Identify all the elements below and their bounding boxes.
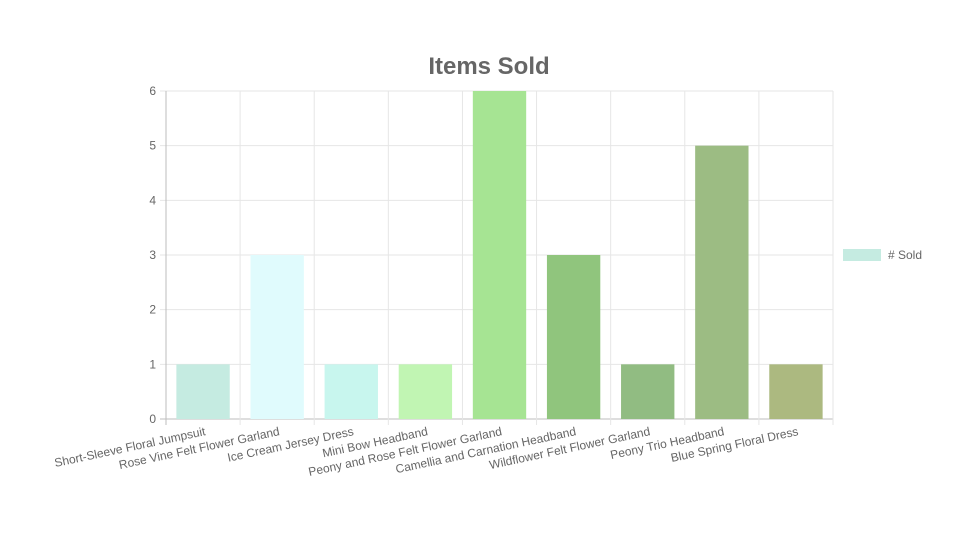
y-tick-label: 6 bbox=[149, 84, 156, 98]
bar-5[interactable] bbox=[472, 91, 527, 419]
legend[interactable]: # Sold bbox=[843, 248, 922, 262]
bars-layer bbox=[176, 91, 823, 419]
bar-3[interactable] bbox=[324, 364, 378, 419]
bar-2[interactable] bbox=[250, 255, 304, 419]
y-tick-label: 4 bbox=[149, 193, 156, 207]
chart-title: Items Sold bbox=[428, 53, 549, 80]
y-tick-label: 0 bbox=[149, 412, 156, 426]
bar-7[interactable] bbox=[621, 364, 675, 419]
legend-swatch[interactable] bbox=[843, 249, 881, 261]
bar-4[interactable] bbox=[398, 364, 453, 419]
y-tick-label: 2 bbox=[149, 303, 156, 317]
bar-6[interactable] bbox=[546, 255, 601, 419]
legend-label[interactable]: # Sold bbox=[888, 248, 922, 262]
bar-9[interactable] bbox=[769, 364, 823, 419]
bar-1[interactable] bbox=[176, 364, 230, 419]
y-tick-label: 3 bbox=[149, 248, 156, 262]
y-tick-label: 1 bbox=[149, 357, 156, 371]
bar-8[interactable] bbox=[695, 145, 749, 419]
y-tick-label: 5 bbox=[149, 139, 156, 153]
